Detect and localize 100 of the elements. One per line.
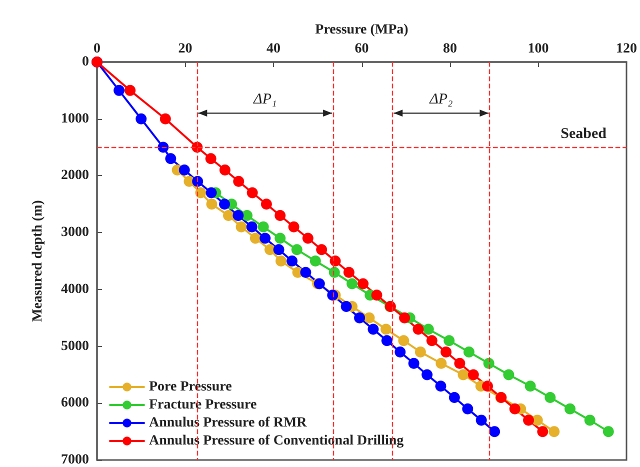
point — [476, 414, 487, 426]
point — [394, 346, 406, 358]
point — [448, 392, 460, 403]
point — [232, 210, 244, 222]
point — [436, 358, 447, 369]
point — [602, 426, 614, 438]
point — [206, 187, 217, 198]
point — [381, 335, 392, 346]
point — [364, 312, 375, 324]
point — [205, 153, 216, 164]
x-tick-label: 60 — [354, 42, 369, 56]
point — [537, 426, 548, 438]
point — [435, 380, 446, 392]
point — [548, 426, 560, 438]
point — [422, 369, 433, 380]
point — [483, 358, 494, 369]
point — [264, 244, 276, 256]
point — [468, 369, 479, 380]
y-tick-label: 7000 — [61, 452, 89, 467]
point — [358, 278, 369, 290]
point — [291, 244, 302, 256]
point — [426, 335, 438, 346]
x-tick-label: 40 — [266, 42, 280, 56]
point — [398, 335, 410, 346]
point — [136, 113, 147, 124]
point — [236, 221, 247, 232]
point — [509, 403, 520, 414]
point — [274, 210, 286, 222]
point — [288, 221, 300, 232]
point — [462, 403, 474, 414]
point — [178, 164, 190, 176]
x-tick-label: 20 — [178, 42, 192, 56]
point — [300, 266, 312, 278]
point — [158, 142, 169, 153]
point — [114, 84, 125, 96]
point — [233, 176, 244, 187]
point — [250, 232, 261, 244]
point — [412, 324, 424, 335]
point — [482, 380, 494, 392]
y-tick-label: 1000 — [61, 111, 89, 126]
ref-line-label: Seabed — [560, 126, 608, 142]
point — [260, 198, 272, 210]
point — [273, 244, 284, 256]
y-tick-label: 2000 — [61, 168, 89, 184]
point — [371, 290, 382, 301]
point — [346, 278, 358, 290]
annotation: ΔP₂ — [428, 92, 453, 108]
point — [422, 324, 434, 335]
y-tick-label: 6000 — [61, 396, 89, 411]
point — [343, 266, 354, 278]
point — [302, 232, 314, 244]
y-axis-title: Measured depth (m) — [30, 200, 46, 322]
point — [327, 290, 338, 301]
x-tick-label: 80 — [443, 42, 457, 56]
point — [219, 198, 230, 210]
point — [489, 426, 500, 438]
point — [523, 414, 534, 426]
point — [584, 414, 596, 426]
point — [408, 358, 420, 369]
annotation: ΔP₁ — [252, 92, 277, 108]
point — [246, 221, 258, 232]
legend-label: Annulus Pressure of Conventional Drilling — [149, 434, 404, 448]
point — [223, 210, 234, 222]
point — [260, 232, 271, 244]
point — [340, 300, 352, 312]
point — [246, 187, 258, 198]
point — [380, 324, 392, 335]
point — [195, 187, 206, 198]
y-tick-label: 3000 — [61, 225, 89, 240]
point — [286, 256, 298, 266]
point — [463, 346, 474, 358]
point — [276, 256, 286, 266]
point — [330, 256, 341, 266]
x-tick-label: 0 — [94, 42, 100, 56]
point — [399, 312, 410, 324]
point — [564, 403, 576, 414]
point — [165, 153, 176, 164]
point — [454, 358, 466, 369]
point — [160, 113, 171, 124]
x-tick-label: 120 — [616, 42, 637, 56]
point — [414, 346, 426, 358]
y-tick-label: 0 — [82, 54, 89, 70]
legend-label: Pore Pressure — [149, 380, 232, 394]
point — [206, 198, 218, 210]
point — [124, 84, 136, 96]
legend-label: Annulus Pressure of RMR — [149, 416, 308, 430]
legend-label: Fracture Pressure — [149, 398, 257, 412]
point — [440, 346, 452, 358]
point — [274, 232, 286, 244]
point — [192, 176, 204, 187]
point — [524, 380, 536, 392]
point — [328, 266, 340, 278]
point — [258, 221, 269, 232]
point — [544, 392, 556, 403]
x-axis-title: Pressure (MPa) — [315, 22, 409, 38]
point — [503, 369, 514, 380]
point — [242, 210, 253, 222]
point — [316, 244, 328, 256]
point — [310, 256, 321, 266]
point — [354, 312, 366, 324]
